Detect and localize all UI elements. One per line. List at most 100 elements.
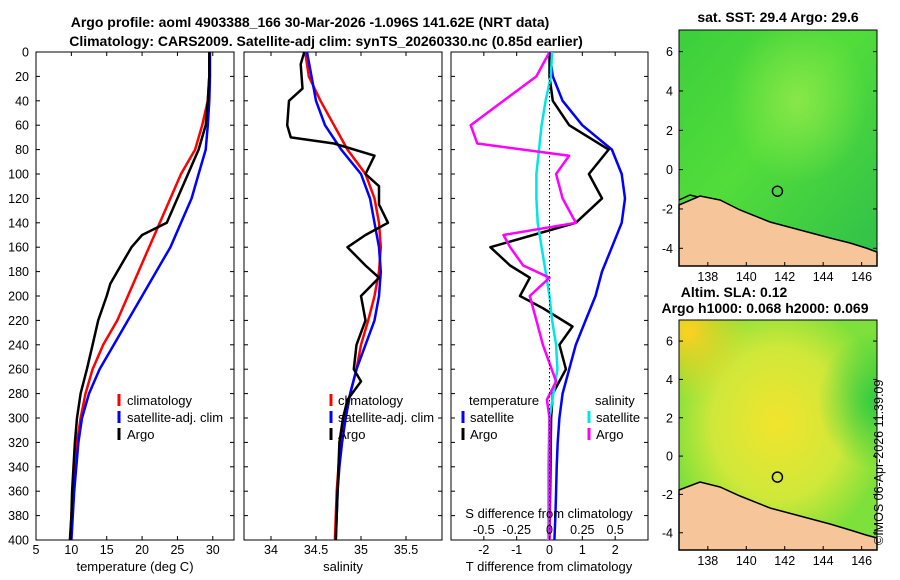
map-x-tick-label: 140 xyxy=(736,554,757,568)
map-x-tick-label: 138 xyxy=(697,554,718,568)
legend-climatology-label: climatology xyxy=(338,393,404,408)
series-line-t-satellite xyxy=(548,51,627,541)
map-y-tick-label: 0 xyxy=(666,163,673,177)
map-x-tick-label: 140 xyxy=(736,270,757,284)
map-x-tick-label: 142 xyxy=(774,270,795,284)
depth-tick-label: 100 xyxy=(8,168,29,182)
temperature-panel xyxy=(35,51,235,541)
map-x-tick-label: 144 xyxy=(813,270,834,284)
legend-s-satellite-label: satellite xyxy=(596,410,640,425)
figure-title-line1: Argo profile: aoml 4903388_166 30-Mar-20… xyxy=(71,14,550,30)
x-tick-label: -1 xyxy=(511,543,522,557)
x-tick-label: 10 xyxy=(64,543,78,557)
argo-float-marker xyxy=(771,471,784,483)
difference-legend: temperature satellite Argo salinity sate… xyxy=(461,393,640,442)
imos-credit-text: ©IMOS 06-Apr-2026 11:39:09 xyxy=(872,379,886,545)
series-line-s-satellite xyxy=(535,51,559,540)
map-y-tick-label: -4 xyxy=(662,526,673,540)
series-line-satellite-adj-clim xyxy=(70,52,212,541)
depth-tick-label: 240 xyxy=(8,338,29,352)
map-x-tick-label: 146 xyxy=(851,270,872,284)
depth-tick-label: 0 xyxy=(22,46,29,60)
s-tick-label: 0 xyxy=(546,523,553,537)
x-tick-label: 35 xyxy=(354,543,368,557)
legend-climatology-label: climatology xyxy=(127,393,193,408)
depth-tick-label: 220 xyxy=(8,314,29,328)
salinity-x-label: salinity xyxy=(323,559,363,574)
sst-map-ticks: 138 140 142 144 146 6 4 2 0 -2 -4 xyxy=(662,45,877,284)
coastline-detail xyxy=(678,194,699,201)
temperature-x-ticks: 5 10 15 20 25 30 xyxy=(33,52,220,557)
t-difference-x-label: T difference from climatology xyxy=(466,559,633,574)
map-y-tick-label: 4 xyxy=(666,84,673,98)
x-tick-label: 34.5 xyxy=(304,543,328,557)
temperature-series xyxy=(68,52,212,541)
map-x-tick-label: 138 xyxy=(697,270,718,284)
depth-tick-label: 80 xyxy=(15,143,29,157)
depth-tick-label: 180 xyxy=(8,265,29,279)
depth-axis: 0 20 40 60 80 100 120 140 160 180 200 220 240 260 280 3… xyxy=(8,46,648,548)
x-tick-label: 5 xyxy=(33,543,40,557)
map-x-tick-label: 146 xyxy=(851,554,872,568)
argo-float-marker xyxy=(771,185,784,197)
sst-map-title: sat. SST: 29.4 Argo: 29.6 xyxy=(697,9,859,25)
sst-map-frame xyxy=(678,29,878,267)
map-x-tick-label: 144 xyxy=(813,554,834,568)
map-y-tick-label: 6 xyxy=(666,45,673,59)
depth-tick-label: 320 xyxy=(8,436,29,450)
map-x-tick-label: 142 xyxy=(774,554,795,568)
s-tick-label: -0.5 xyxy=(473,523,495,537)
legend-s-argo-label: Argo xyxy=(596,427,623,442)
x-tick-label: -2 xyxy=(478,543,489,557)
s-tick-label: 0.25 xyxy=(570,523,594,537)
sla-map-title: Altim. SLA: 0.12 xyxy=(681,284,788,300)
x-tick-label: 20 xyxy=(135,543,149,557)
depth-tick-label: 140 xyxy=(8,216,29,230)
x-tick-label: 25 xyxy=(170,543,184,557)
x-tick-label: 30 xyxy=(206,543,220,557)
series-line-s-argo xyxy=(469,51,578,540)
temperature-x-label: temperature (deg C) xyxy=(76,559,193,574)
salinity-series xyxy=(285,51,390,541)
series-line-t-argo xyxy=(489,52,610,541)
x-tick-label: 1 xyxy=(579,543,586,557)
sla-map xyxy=(678,319,878,551)
depth-tick-label: 160 xyxy=(8,241,29,255)
map-y-tick-label: 2 xyxy=(666,124,673,138)
map-y-tick-label: -4 xyxy=(662,242,673,256)
depth-tick-label: 280 xyxy=(8,387,29,401)
salinity-x-ticks: 34 34.5 35 35.5 xyxy=(264,52,418,557)
x-tick-label: 0 xyxy=(546,543,553,557)
x-tick-label: 35.5 xyxy=(394,543,418,557)
depth-tick-label: 360 xyxy=(8,485,29,499)
s-difference-x-ticks: -0.5 -0.25 0 0.25 0.5 xyxy=(473,523,624,537)
map-y-tick-label: -2 xyxy=(662,202,673,216)
salinity-panel xyxy=(243,51,443,541)
depth-tick-label: 60 xyxy=(15,119,29,133)
depth-tick-label: 20 xyxy=(15,70,29,84)
legend-satellite-label: satellite-adj. clim xyxy=(127,410,223,425)
sla-map-ticks: 138 140 142 144 146 6 4 2 0 -2 -4 xyxy=(662,335,877,568)
s-tick-label: -0.25 xyxy=(502,523,531,537)
map-y-tick-label: -2 xyxy=(662,488,673,502)
x-tick-label: 34 xyxy=(264,543,278,557)
sst-map xyxy=(678,29,878,267)
series-line-argo xyxy=(285,51,390,541)
sla-map-frame xyxy=(678,319,878,551)
legend-satellite-label: satellite-adj. clim xyxy=(338,410,434,425)
legend-temperature-title: temperature xyxy=(469,393,539,408)
legend-salinity-title: salinity xyxy=(595,393,635,408)
depth-tick-label: 340 xyxy=(8,460,29,474)
legend-argo-label: Argo xyxy=(338,427,365,442)
map-y-tick-label: 2 xyxy=(666,411,673,425)
x-tick-label: 15 xyxy=(100,543,114,557)
sla-map-subtitle: Argo h1000: 0.068 h2000: 0.069 xyxy=(661,300,868,316)
legend-t-argo-label: Argo xyxy=(470,427,497,442)
x-tick-label: 2 xyxy=(612,543,619,557)
series-line-climatology xyxy=(69,52,211,541)
map-y-tick-label: 0 xyxy=(666,450,673,464)
map-y-tick-label: 4 xyxy=(666,373,673,387)
depth-tick-label: 400 xyxy=(8,534,29,548)
depth-tick-label: 260 xyxy=(8,363,29,377)
